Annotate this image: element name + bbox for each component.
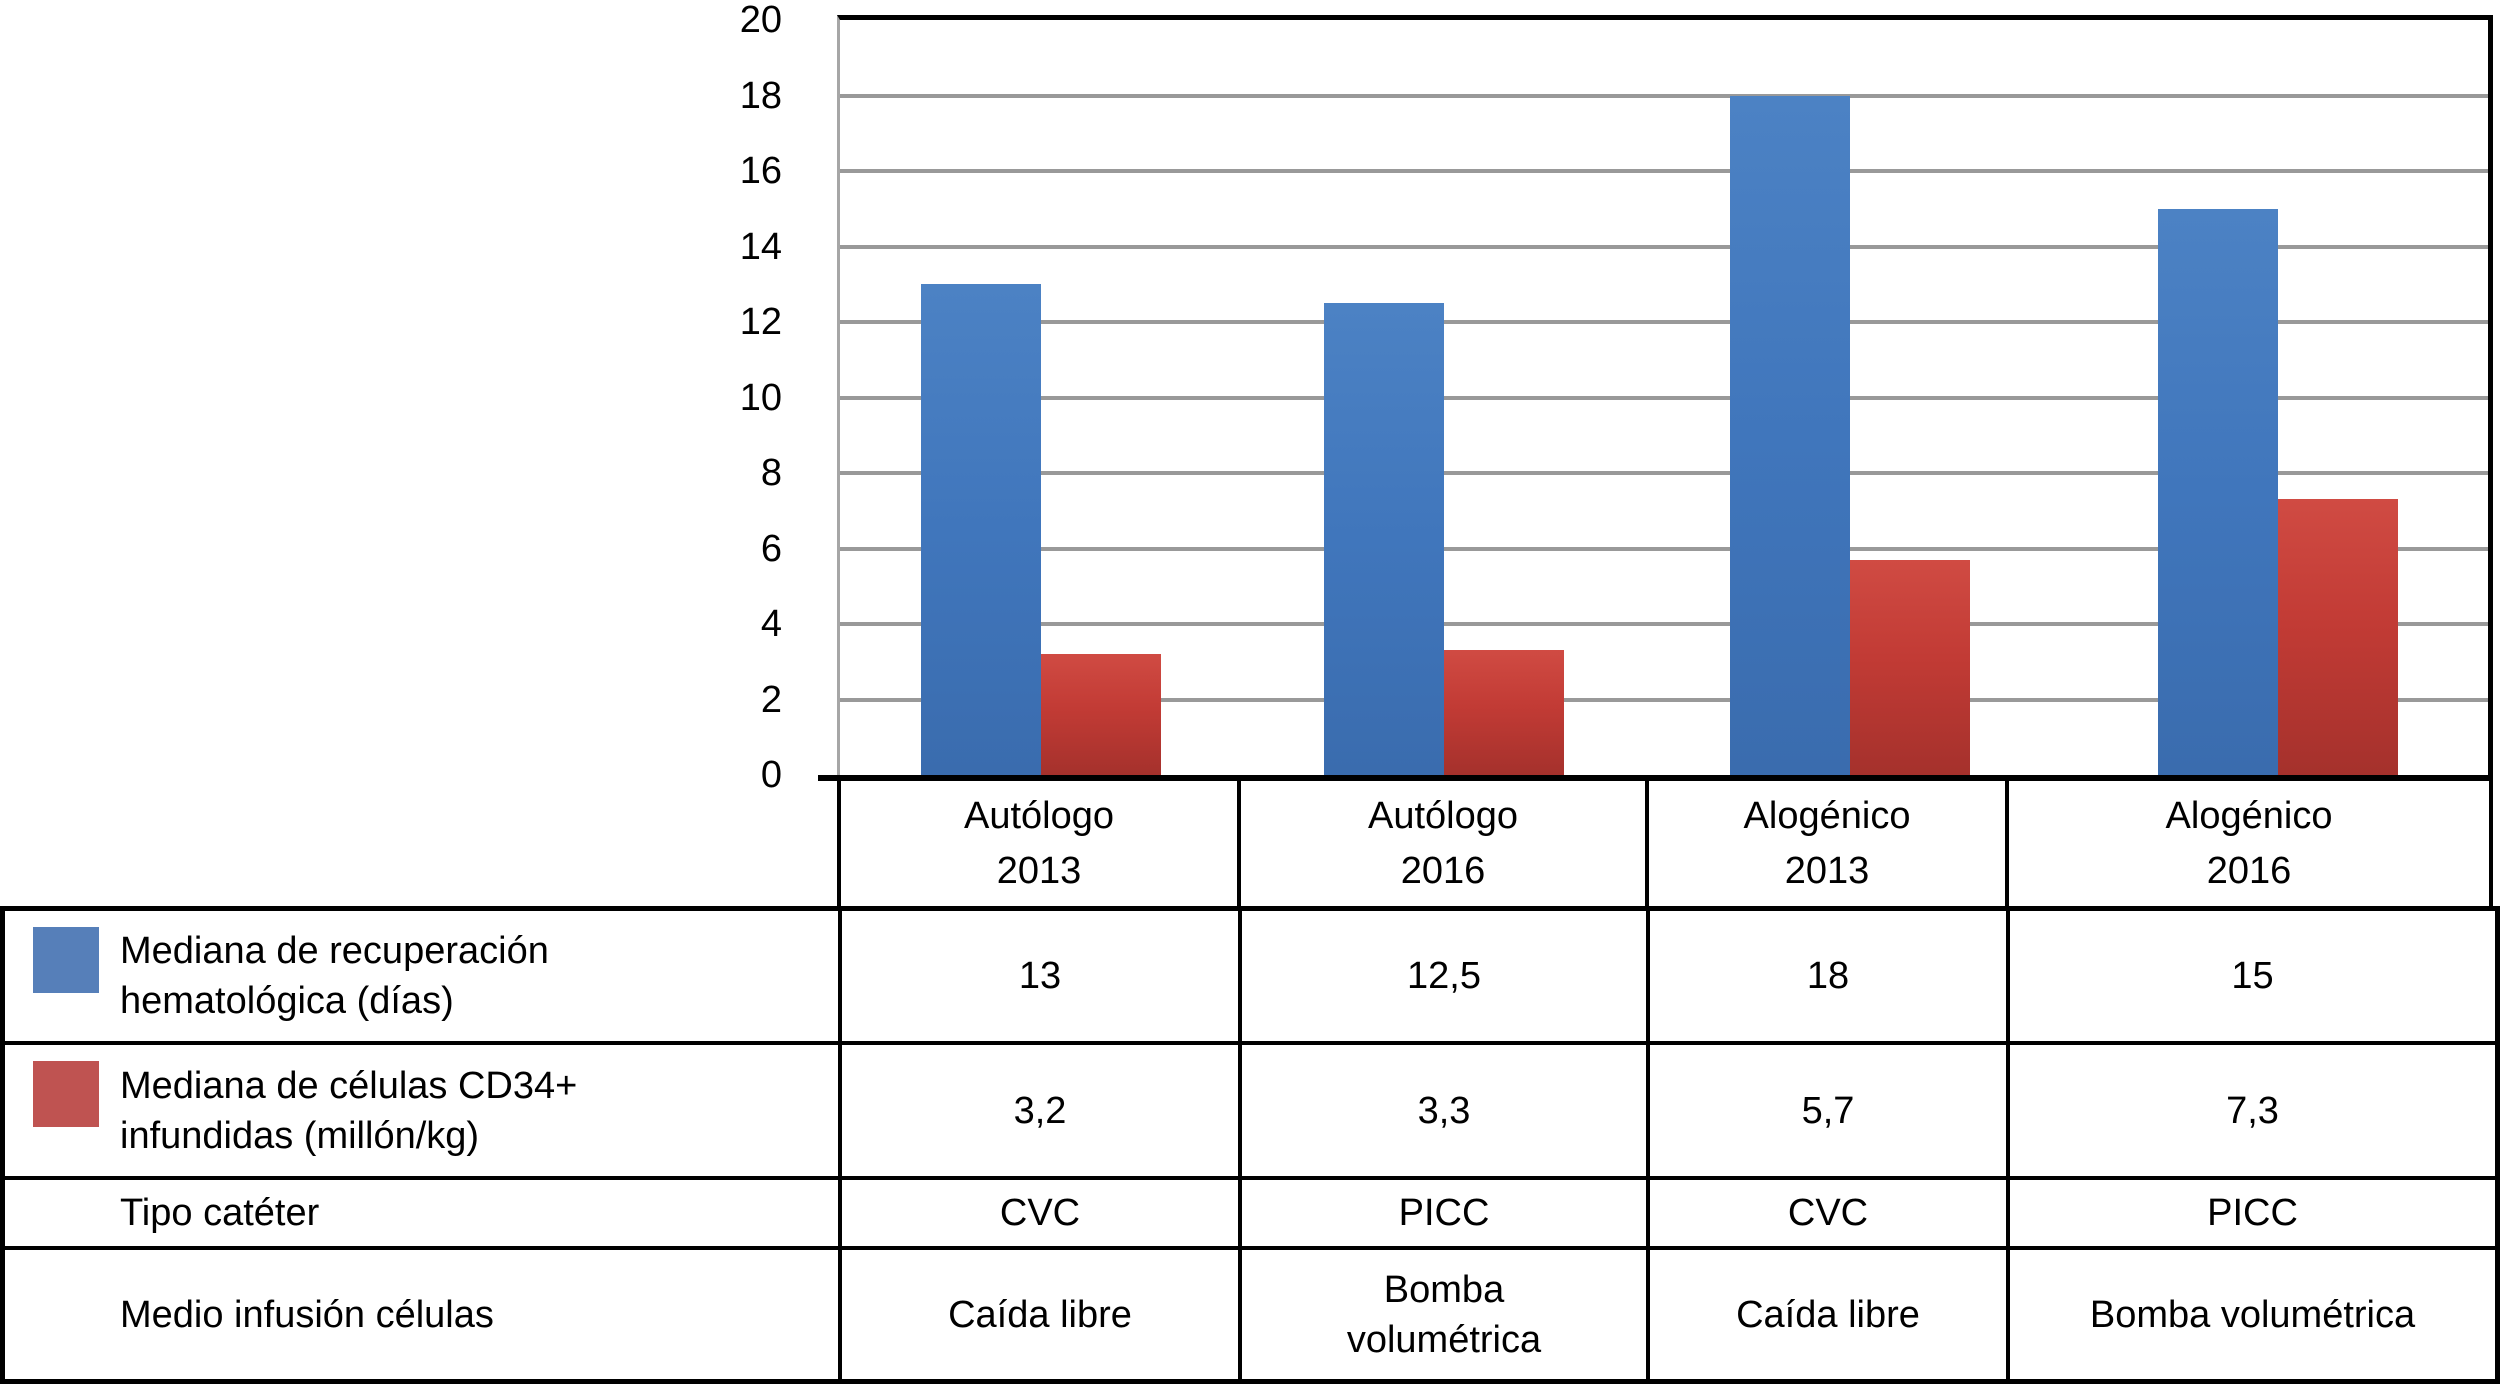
data-table: Mediana de recuperación hematológica (día… bbox=[0, 906, 2500, 1384]
zero-tick-mark bbox=[818, 775, 840, 781]
table-value-line: 3,3 bbox=[1417, 1089, 1471, 1132]
category-header-line: 2013 bbox=[996, 849, 1082, 892]
cd34-cells-bar bbox=[2278, 499, 2398, 775]
gridline bbox=[840, 471, 2488, 475]
category-header-line: Autólogo bbox=[1367, 794, 1518, 837]
gridline bbox=[840, 546, 2488, 551]
y-axis-tick-label: 14 bbox=[739, 225, 782, 268]
table-value-cell: CVC bbox=[1650, 1180, 2010, 1250]
cd34-cells-bar bbox=[1041, 654, 1161, 775]
table-value-cell: Bomba volumétrica bbox=[1242, 1250, 1650, 1379]
category-header-cell: Alogénico 2013 bbox=[1649, 781, 2009, 906]
category-header-line: 2013 bbox=[1784, 849, 1870, 892]
gridline bbox=[840, 395, 2488, 400]
y-axis-tick-label: 10 bbox=[739, 376, 782, 419]
table-value-line: 18 bbox=[1806, 955, 1850, 997]
gridline bbox=[840, 93, 2488, 98]
gridline bbox=[840, 622, 2488, 626]
row-label-line: Mediana de recuperación bbox=[120, 930, 549, 972]
table-value-cell: 12,5 bbox=[1242, 911, 1650, 1045]
category-header-line: 2016 bbox=[2206, 849, 2292, 892]
table-value-line: 13 bbox=[1018, 955, 1062, 997]
table-value-line: CVC bbox=[999, 1192, 1081, 1234]
table-value-cell: 15 bbox=[2010, 911, 2495, 1045]
cd34-cells-bar bbox=[1850, 559, 1970, 775]
y-axis-tick-label: 20 bbox=[739, 0, 782, 41]
table-value-cell: CVC bbox=[842, 1180, 1242, 1250]
legend-swatch-blue bbox=[33, 927, 99, 993]
table-value-cell: 3,3 bbox=[1242, 1045, 1650, 1180]
plot-area bbox=[837, 15, 2493, 781]
table-value-cell: 18 bbox=[1650, 911, 2010, 1045]
y-axis-tick-label: 18 bbox=[739, 74, 782, 117]
table-value-cell: 5,7 bbox=[1650, 1045, 2010, 1180]
row-label-cell: Mediana de recuperación hematológica (día… bbox=[5, 911, 842, 1045]
y-axis-tick-label: 4 bbox=[760, 603, 782, 645]
y-axis-tick-label: 12 bbox=[739, 301, 782, 343]
row-label-line: infundidas (millón/kg) bbox=[120, 1114, 480, 1157]
row-label-cell: Medio infusión células bbox=[5, 1250, 842, 1379]
table-value-cell: Bomba volumétrica bbox=[2010, 1250, 2495, 1379]
table-value-cell: 13 bbox=[842, 911, 1242, 1045]
y-axis-tick-label: 8 bbox=[760, 452, 782, 494]
row-label-cell: Mediana de células CD34+ infundidas (mill… bbox=[5, 1045, 842, 1180]
row-label-cell: Tipo catéter bbox=[5, 1180, 842, 1250]
y-axis-tick-label: 2 bbox=[760, 678, 782, 721]
table-value-cell: PICC bbox=[2010, 1180, 2495, 1250]
category-header-line: Alogénico bbox=[2165, 794, 2333, 837]
table-value-cell: Caída libre bbox=[1650, 1250, 2010, 1379]
table-value-line: PICC bbox=[2207, 1192, 2298, 1234]
table-value-line: 3,2 bbox=[1013, 1089, 1067, 1132]
table-value-line: PICC bbox=[1398, 1192, 1490, 1234]
category-header-line: Alogénico bbox=[1743, 794, 1911, 837]
row-label-line: Tipo catéter bbox=[120, 1192, 320, 1234]
table-value-cell: 7,3 bbox=[2010, 1045, 2495, 1180]
category-header-cell: Autólogo 2016 bbox=[1241, 781, 1649, 906]
category-header-line: Autólogo bbox=[963, 794, 1114, 837]
gridline bbox=[840, 169, 2488, 173]
table-value-line: Bomba bbox=[1383, 1268, 1505, 1311]
table-value-line: 5,7 bbox=[1801, 1089, 1855, 1132]
gridline bbox=[840, 244, 2488, 249]
recovery-days-bar bbox=[921, 284, 1041, 775]
category-header-cell: Autólogo 2013 bbox=[841, 781, 1241, 906]
category-header-cell: Alogénico 2016 bbox=[2009, 781, 2489, 906]
gridline bbox=[840, 697, 2488, 702]
y-axis-tick-label: 16 bbox=[739, 150, 782, 192]
gridline bbox=[840, 320, 2488, 324]
category-header-row: Autólogo 2013 Autólogo 2016 Alogénico 2013 Alo… bbox=[837, 781, 2493, 906]
row-label-line: Mediana de células CD34+ bbox=[120, 1064, 578, 1107]
table-value-line: Bomba volumétrica bbox=[2089, 1293, 2416, 1336]
table-value-cell: PICC bbox=[1242, 1180, 1650, 1250]
recovery-days-bar bbox=[1730, 95, 1850, 775]
table-value-line: 12,5 bbox=[1407, 955, 1481, 997]
cd34-cells-bar bbox=[1444, 650, 1564, 775]
table-value-line: 7,3 bbox=[2226, 1089, 2279, 1132]
recovery-days-bar bbox=[2158, 208, 2278, 775]
legend-swatch-red bbox=[33, 1061, 99, 1127]
table-value-line: 15 bbox=[2231, 955, 2274, 997]
table-value-line: CVC bbox=[1787, 1192, 1869, 1234]
row-label-line: Medio infusión células bbox=[120, 1293, 494, 1336]
table-value-cell: Caída libre bbox=[842, 1250, 1242, 1379]
recovery-days-bar bbox=[1324, 303, 1444, 775]
y-axis-tick-label: 6 bbox=[760, 527, 782, 570]
table-value-line: volumétrica bbox=[1346, 1318, 1542, 1361]
category-header-line: 2016 bbox=[1400, 849, 1486, 892]
table-value-line: Caída libre bbox=[1736, 1293, 1920, 1336]
row-label-line: hematológica (días) bbox=[120, 980, 454, 1022]
y-axis-tick-label: 0 bbox=[760, 754, 782, 796]
table-value-cell: 3,2 bbox=[842, 1045, 1242, 1180]
table-value-line: Caída libre bbox=[948, 1293, 1132, 1336]
